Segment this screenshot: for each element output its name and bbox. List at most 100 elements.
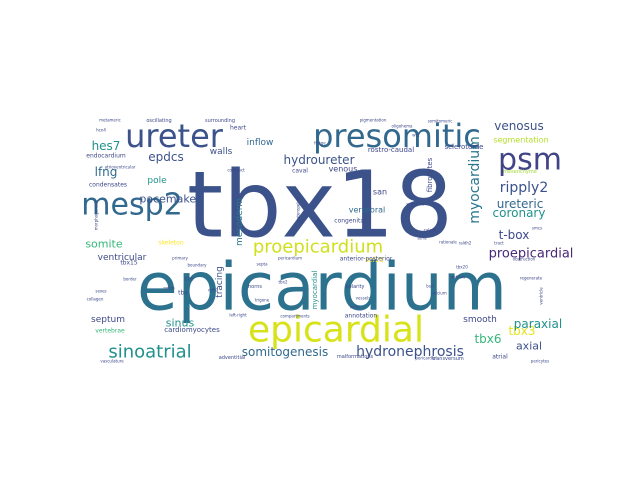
word-venosus: venosus [494, 119, 544, 133]
word-hydroureter: hydroureter [283, 153, 354, 167]
word-tcf21: tcf21 [366, 256, 384, 264]
word-tbx2: tbx2 [278, 280, 287, 285]
word-tbx20: tbx20 [456, 265, 468, 270]
word-tbx: tbx [178, 290, 188, 297]
word-ureter: ureter [125, 117, 224, 155]
word-collagen: collagen [87, 297, 104, 302]
word-epdcs: epdcs [148, 150, 183, 164]
word-heart: heart [230, 125, 247, 132]
word-caval: caval [292, 168, 308, 175]
word-fibrocytes: fibrocytes [426, 157, 434, 192]
word-sexes: sexes [95, 289, 106, 294]
word-axial: axial [516, 340, 542, 353]
word-septum: septum [91, 315, 125, 325]
word-ventricle: ventricle [539, 287, 544, 305]
word-transversum: transversum [432, 356, 464, 362]
word-regenerate: regenerate [520, 276, 543, 281]
word-hcn4: hcn4 [96, 128, 106, 133]
word-inflow: inflow [247, 138, 274, 148]
word-myocardial: myocardial [311, 271, 319, 310]
word-myocardium: myocardium [467, 136, 483, 224]
word-paraxial: paraxial [514, 317, 562, 331]
word-adventitial: adventitial [219, 355, 246, 361]
word-metameric: metameric [99, 118, 121, 123]
word-left-right: left-right [229, 313, 247, 318]
word-bud: bud [426, 284, 434, 289]
word-hes7: hes7 [92, 139, 121, 153]
word-proepicardial: proepicardial [489, 247, 574, 262]
word-proepicardium: proepicardium [253, 237, 383, 258]
word-rostro-caudal: rostro-caudal [368, 146, 414, 154]
word-tracing: tracing [215, 266, 225, 298]
word-segment: segment [406, 202, 424, 207]
word-atrioventricular: atrioventricular [105, 165, 136, 170]
word-malformations: malformations [337, 354, 374, 360]
word-compartments: compartments [280, 314, 309, 319]
word-oligohema: oligohema [392, 124, 414, 129]
word-pericytes: pericytes [531, 359, 549, 364]
word-smcs: smcs [532, 226, 542, 231]
word-outflow: outflow [451, 275, 467, 280]
word-anterior-posterior: anterior-posterior [340, 256, 393, 263]
word-rationale: rationale [439, 240, 457, 245]
word-ureteropelvic: ureteropelvic [296, 197, 301, 223]
word-vertebral: vertebral [349, 206, 386, 215]
word-somitomeric: somitomeric [428, 119, 453, 124]
word-coronary: coronary [493, 206, 546, 220]
word-smooth: smooth [463, 315, 497, 325]
word-vessels: vessels [356, 296, 371, 301]
word-sinoatrial: sinoatrial [108, 342, 191, 363]
word-sinus: sinus [166, 317, 195, 330]
word-tbx18: tbx18 [187, 152, 453, 259]
word-surrounding: surrounding [205, 118, 235, 124]
word-notch: notch [163, 286, 175, 291]
word-walls: walls [210, 147, 233, 157]
word-boundary: boundary [187, 263, 207, 268]
word-polarity: polarity [345, 284, 364, 290]
word-mesp2: mesp2 [81, 188, 182, 223]
word-septa: septa [256, 262, 268, 267]
word-epicardium: epicardium [137, 249, 507, 326]
word-skeleton: skeleton [158, 240, 183, 247]
word-tbx3: tbx3 [508, 324, 535, 338]
word-pericardium: pericardium [278, 256, 302, 261]
word-annotation: annotation [345, 313, 378, 320]
word-vertebrae: vertebrae [95, 328, 125, 335]
word-pacemaker: pacemaker [139, 193, 201, 206]
word-mesoderm: mesoderm [235, 198, 245, 246]
word-tbx15: tbx15 [120, 260, 138, 267]
word-san: san [373, 188, 387, 197]
word-oscillating: oscillating [146, 118, 171, 124]
word-vasculature: vasculature [100, 359, 124, 364]
word-ventricular: ventricular [98, 253, 147, 263]
word-congenital: congenital [334, 218, 366, 225]
word-fringe: fringe [314, 141, 326, 146]
word-segmentation: segmentation [493, 136, 548, 145]
word-sclerotome: sclerotome [445, 143, 484, 151]
word-cardiomyocytes: cardiomyocytes [164, 326, 220, 334]
word-psm: psm [498, 143, 562, 178]
word-pole: pole [147, 176, 167, 186]
word-somitogenesis: somitogenesis [242, 345, 329, 359]
word-ripply2: ripply2 [500, 180, 549, 196]
word-calcium: calcium [431, 291, 447, 296]
word-hydronephrosis: hydronephrosis [356, 344, 464, 360]
word-morphogenesis: morphogenesis [94, 200, 99, 231]
word-tbx6: tbx6 [474, 332, 501, 346]
word-wt1: wt1 [412, 133, 420, 138]
word-somite: somite [85, 238, 123, 251]
word-atrial: atrial [492, 354, 508, 361]
word-pigmentation: pigmentation [360, 118, 387, 123]
word-calculi: calculi [424, 228, 437, 233]
word-trigone: trigone [255, 298, 270, 303]
word-cre: cre [184, 276, 194, 283]
word-border: border [123, 277, 137, 282]
word-obstruction: obstruction [513, 257, 536, 262]
word-compact: compact [227, 168, 245, 173]
word-veins: veins [350, 305, 361, 310]
word-dx60: dx60 [208, 288, 218, 293]
word-atria: atria [417, 236, 427, 241]
word-horns: horns [248, 284, 262, 290]
word-t-box: t-box [499, 228, 530, 242]
